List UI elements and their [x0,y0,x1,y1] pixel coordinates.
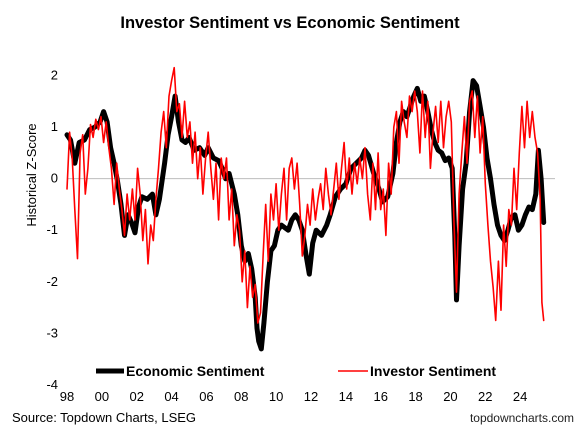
y-axis-label: Historical Z-Score [24,123,39,226]
y-tick-label: 2 [51,67,58,82]
legend: Economic Sentiment Investor Sentiment [96,363,496,379]
series-layer [64,66,547,352]
chart-title: Investor Sentiment vs Economic Sentiment [120,14,460,32]
legend-label-investor: Investor Sentiment [370,363,496,379]
x-axis-ticks: 98 00 02 04 06 08 10 12 14 16 18 20 22 24 [60,389,528,404]
x-tick-label: 98 [60,389,74,404]
x-tick-label: 08 [234,389,248,404]
x-tick-label: 06 [199,389,213,404]
y-tick-label: -3 [46,325,58,340]
y-tick-label: 1 [51,119,58,134]
x-tick-label: 02 [129,389,143,404]
x-tick-label: 18 [408,389,422,404]
brand-watermark: topdowncharts.com [470,411,574,425]
series-line-investor-sentiment [66,66,545,324]
y-tick-label: -2 [46,274,58,289]
x-tick-label: 14 [339,389,353,404]
y-tick-label: 0 [51,171,58,186]
x-tick-label: 10 [269,389,283,404]
x-tick-label: 00 [95,389,109,404]
source-note: Source: Topdown Charts, LSEG [12,410,196,425]
x-tick-label: 20 [443,389,457,404]
x-tick-label: 24 [513,389,527,404]
y-tick-label: -4 [46,377,58,392]
series-line-economic-sentiment [64,78,547,352]
legend-label-economic: Economic Sentiment [126,363,265,379]
x-tick-label: 04 [164,389,178,404]
y-tick-label: -1 [46,222,58,237]
x-tick-label: 16 [373,389,387,404]
y-axis-ticks: -4 -3 -2 -1 0 1 2 [46,67,58,392]
x-tick-label: 12 [304,389,318,404]
x-tick-label: 22 [478,389,492,404]
